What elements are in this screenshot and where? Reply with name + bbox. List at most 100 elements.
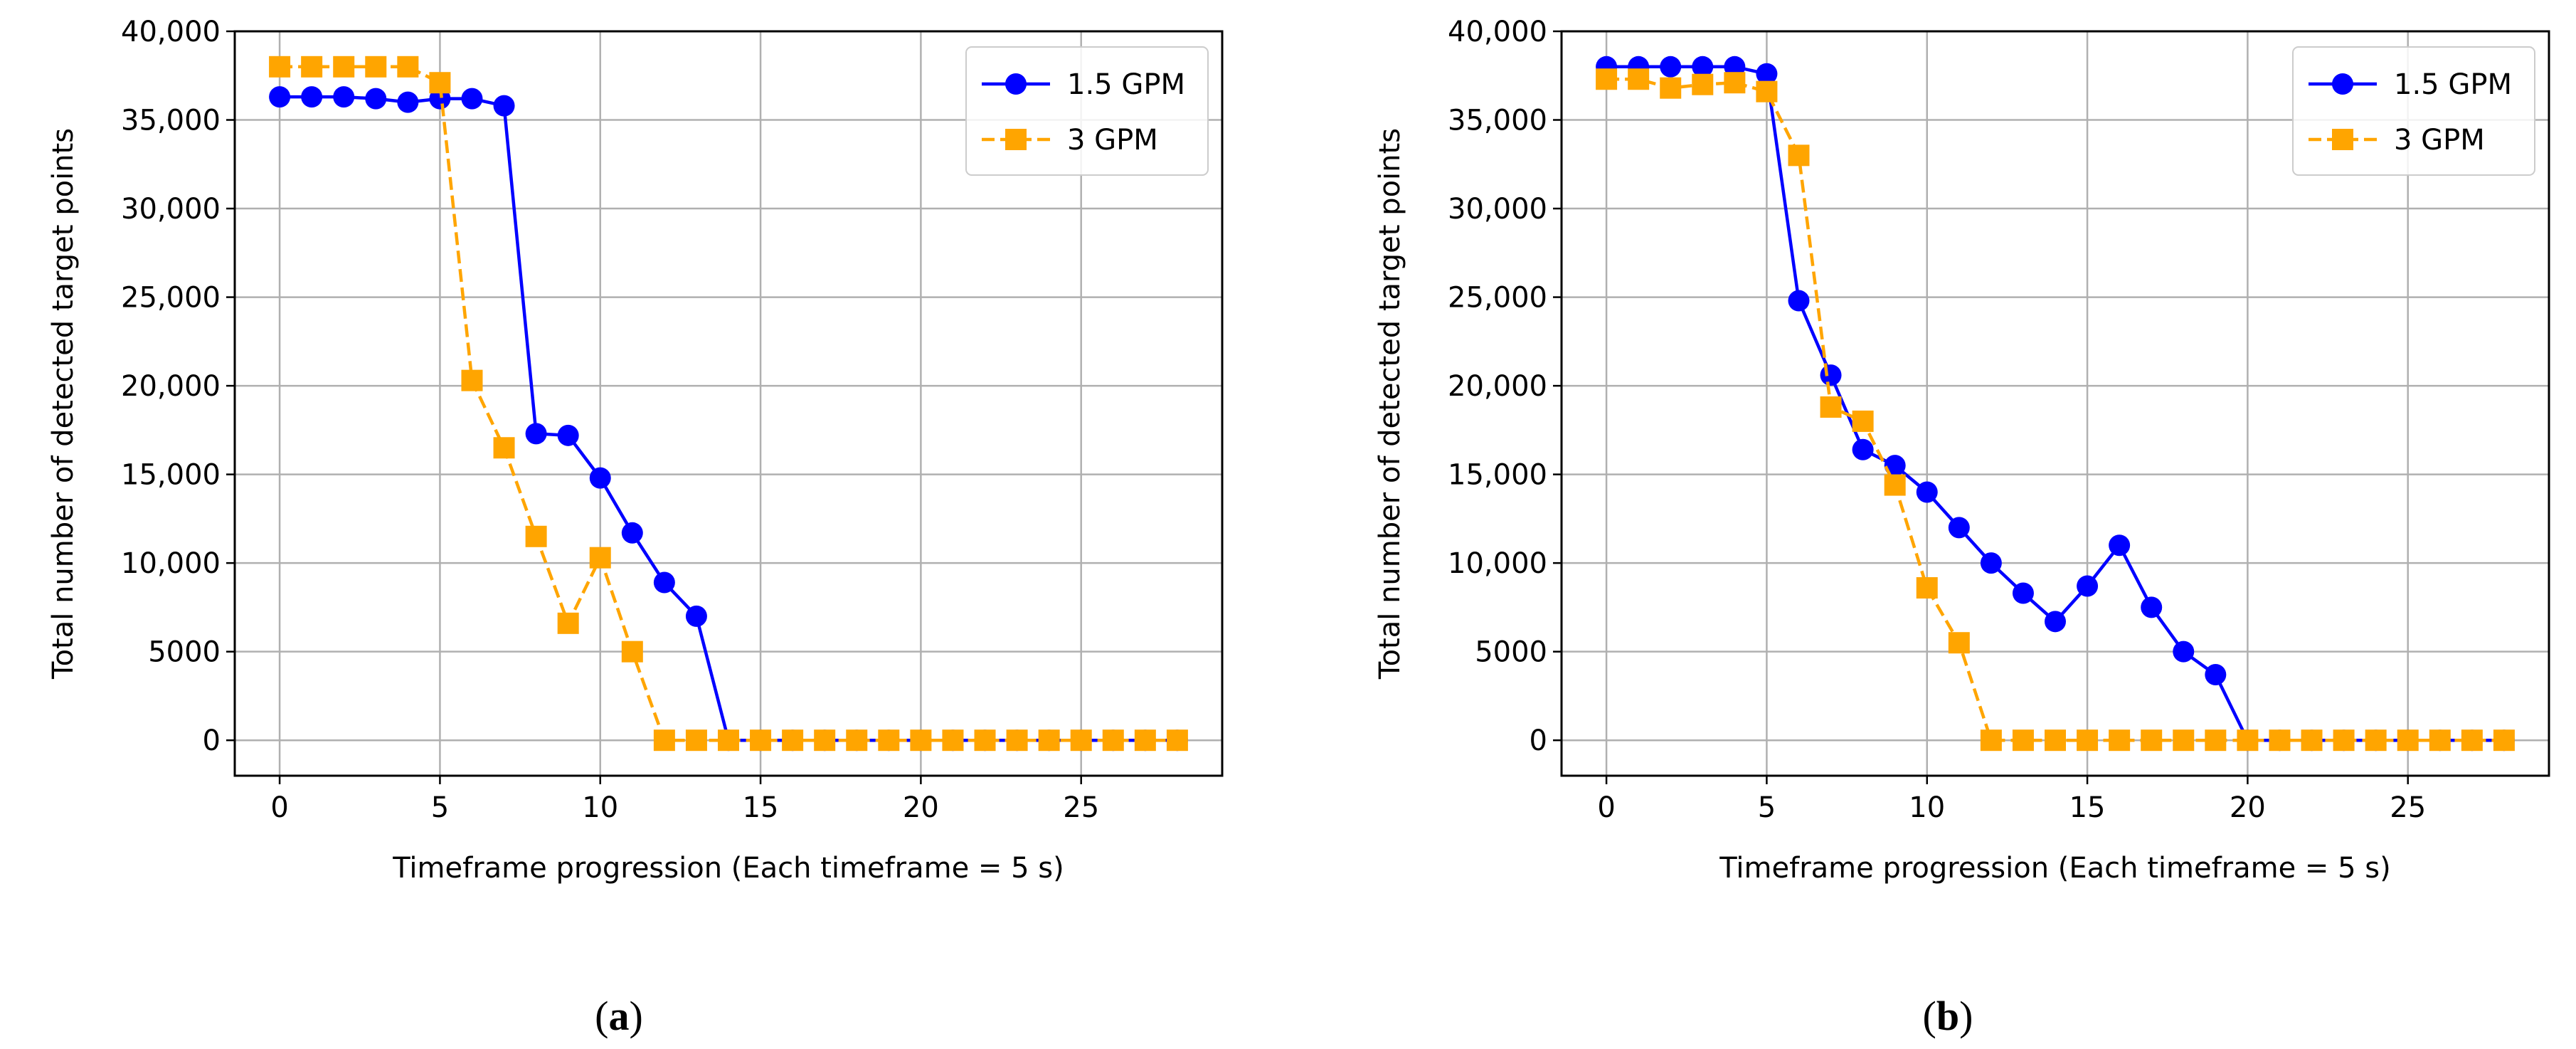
data-point	[2109, 729, 2131, 752]
y-axis-label: Total number of detected target points	[47, 128, 80, 680]
data-point	[333, 56, 355, 78]
data-point	[653, 729, 675, 752]
x-tick-label: 20	[2230, 791, 2266, 824]
plot-frame	[233, 30, 1224, 777]
data-point	[1038, 729, 1060, 752]
data-point	[1102, 729, 1124, 752]
x-tick-label: 15	[2069, 791, 2106, 824]
series-3-gpm	[269, 56, 1188, 752]
data-point	[1820, 364, 1842, 386]
data-point	[365, 88, 387, 110]
data-point	[1692, 73, 1714, 95]
data-point	[1788, 290, 1810, 312]
data-point	[2173, 641, 2195, 663]
data-point	[2141, 729, 2163, 752]
y-tick-label: 25,000	[1448, 282, 1547, 315]
series-3-gpm	[1596, 68, 2515, 752]
data-point	[2012, 729, 2034, 752]
data-point	[1660, 56, 1682, 78]
data-point	[1756, 80, 1778, 102]
data-point	[557, 424, 579, 446]
data-point	[2301, 729, 2323, 752]
plot-frame	[1560, 30, 2550, 777]
y-tick-label: 5000	[1475, 636, 1547, 669]
y-tick-label: 30,000	[1448, 193, 1547, 226]
data-point	[525, 423, 547, 445]
data-point	[718, 729, 739, 752]
data-point	[333, 86, 355, 108]
data-point	[1134, 729, 1156, 752]
data-point	[2493, 729, 2515, 752]
y-tick-label: 20,000	[1448, 370, 1547, 403]
data-point	[2045, 729, 2066, 752]
data-point	[429, 72, 451, 94]
chart-panel-a: 0 5 10 15 20 25 0 5000 10,000 15,000 20,000 25,000 3…	[47, 16, 1224, 885]
legend-marker	[1005, 73, 1027, 95]
y-tick-label: 15,000	[121, 459, 221, 492]
y-tick-label: 40,000	[121, 16, 221, 48]
data-point	[2269, 729, 2291, 752]
y-tick-label: 5000	[148, 636, 221, 669]
data-point	[301, 56, 323, 78]
data-point	[269, 56, 291, 78]
y-tick-label: 15,000	[1448, 459, 1547, 492]
x-tick-label: 10	[582, 791, 618, 824]
y-tick-label: 0	[1530, 724, 1547, 757]
data-point	[2461, 729, 2483, 752]
data-point	[910, 729, 932, 752]
y-tick-label: 25,000	[121, 282, 221, 315]
y-tick-label: 10,000	[1448, 547, 1547, 580]
data-point	[2397, 729, 2419, 752]
data-point	[1980, 729, 2002, 752]
x-tick-label: 10	[1909, 791, 1945, 824]
data-point	[2205, 664, 2227, 686]
x-tick-label: 25	[1063, 791, 1099, 824]
data-point	[782, 729, 804, 752]
data-point	[1166, 729, 1188, 752]
data-point	[2173, 729, 2195, 752]
data-point	[942, 729, 964, 752]
y-tick-label: 40,000	[1448, 16, 1547, 48]
data-point	[1756, 63, 1778, 85]
data-point	[493, 437, 515, 459]
chart-panel-b: 0 5 10 15 20 25 0 5000 10,000 15,000 20,000 25,000 3…	[1374, 16, 2550, 885]
data-point	[1948, 517, 1970, 539]
caption-b: (b)	[1923, 993, 1973, 1039]
data-point	[685, 605, 707, 627]
x-axis-label: Timeframe progression (Each timeframe = …	[392, 852, 1064, 885]
data-point	[397, 91, 419, 113]
data-point	[557, 612, 579, 634]
data-point	[1006, 729, 1028, 752]
data-point	[2237, 729, 2259, 752]
data-point	[2045, 611, 2066, 633]
data-point	[461, 369, 483, 391]
data-point	[1852, 438, 1874, 460]
data-point	[1852, 410, 1874, 432]
data-point	[621, 641, 643, 663]
legend-label: 3 GPM	[2394, 124, 2485, 157]
data-point	[2429, 729, 2451, 752]
data-point	[2012, 582, 2034, 604]
data-point	[2077, 729, 2099, 752]
data-point	[1692, 56, 1714, 78]
x-tick-label: 5	[431, 791, 449, 824]
data-point	[2077, 575, 2099, 597]
data-point	[2109, 534, 2131, 557]
data-point	[1948, 632, 1970, 654]
data-point	[365, 56, 387, 78]
data-point	[653, 571, 675, 594]
y-tick-label: 20,000	[121, 370, 221, 403]
caption-a: (a)	[595, 993, 643, 1039]
legend-label: 3 GPM	[1067, 124, 1158, 157]
x-tick-label: 0	[1597, 791, 1615, 824]
data-point	[750, 729, 772, 752]
legend-marker	[1005, 129, 1027, 150]
x-axis-label: Timeframe progression (Each timeframe = …	[1719, 852, 2391, 885]
data-point	[1596, 68, 1618, 90]
series-line	[1606, 77, 2504, 742]
data-point	[589, 467, 611, 489]
data-point	[525, 525, 547, 547]
data-point	[2205, 729, 2227, 752]
data-point	[1660, 77, 1682, 99]
